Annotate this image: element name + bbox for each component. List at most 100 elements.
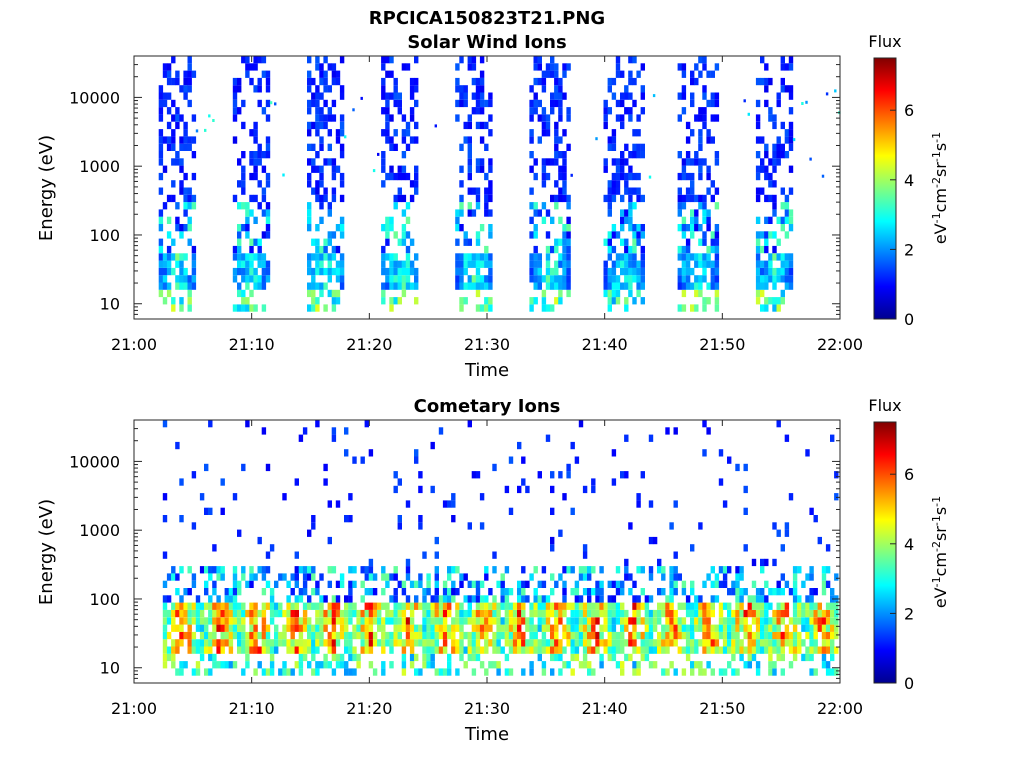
heatmap-cell [566,107,571,115]
heatmap-cell [685,275,691,283]
heatmap-cell [574,639,580,647]
heatmap-cell [389,172,394,181]
heatmap-cell [158,99,164,108]
heatmap-cell [459,209,464,217]
heatmap-cell [727,661,732,669]
heatmap-cell [731,624,736,632]
heatmap-cell [179,114,184,122]
heatmap-cell [488,180,493,188]
heatmap-cell [158,267,164,276]
heatmap-cell [348,653,353,662]
heatmap-cell [698,129,703,137]
heatmap-cell [294,580,299,588]
heatmap-cell [496,646,501,654]
heatmap-cell [504,639,510,647]
heatmap-cell [335,661,341,669]
heatmap-cell [162,515,168,523]
heatmap-cell [187,297,192,305]
heatmap-cell [315,129,320,137]
heatmap-cell [179,180,184,188]
heatmap-cell [241,297,246,305]
heatmap-cell [261,588,267,596]
heatmap-cell [821,588,827,596]
heatmap-cell [677,573,682,581]
heatmap-cell [162,646,168,654]
heatmap-cell [261,668,267,676]
heatmap-cell [232,107,238,115]
heatmap-cell [751,631,757,640]
heatmap-cell [677,275,682,283]
heatmap-cell [694,158,699,166]
heatmap-cell [488,661,493,669]
heatmap-cell [409,194,415,203]
heatmap-cell [401,114,407,122]
heatmap-cell [628,260,633,268]
heatmap-cell [191,275,197,283]
heatmap-cell [298,617,304,625]
heatmap-cell [809,566,814,574]
heatmap-cell [813,639,818,647]
heatmap-cell [348,566,353,574]
heatmap-cell [694,282,699,290]
heatmap-cell [393,231,398,239]
heatmap-cell [722,500,728,508]
heatmap-cell [257,85,262,93]
heatmap-cell [830,668,835,676]
heatmap-cell [319,267,324,276]
heatmap-cell [582,639,588,647]
heatmap-cell [401,639,407,647]
heatmap-cell [747,639,752,647]
heatmap-cell [673,624,678,632]
heatmap-cell [241,617,246,625]
heatmap-cell [294,617,299,625]
heatmap-cell [409,77,415,86]
heatmap-cell [747,646,752,654]
heatmap-cell [541,595,547,603]
colorbar-tick-label: 0 [904,674,914,693]
heatmap-cell [199,653,205,662]
heatmap-cell [228,602,234,610]
heatmap-cell [381,92,386,100]
heatmap-cell [706,172,711,181]
heatmap-cell [570,566,575,574]
heatmap-cell [578,420,584,428]
heatmap-cell [760,136,765,144]
heatmap-cell [611,602,617,610]
heatmap-cell [702,609,707,618]
heatmap-cell [479,602,485,610]
heatmap-cell [232,624,238,632]
heatmap-cell [685,631,691,640]
heatmap-cell [323,617,328,625]
heatmap-cell [261,639,267,647]
heatmap-cell [434,580,439,588]
heatmap-cell [405,602,411,610]
heatmap-cell [302,580,308,588]
heatmap-cell [681,282,687,290]
heatmap-cell [801,102,804,105]
heatmap-cell [636,602,641,610]
heatmap-cell [607,602,612,610]
heatmap-cell [611,92,617,100]
heatmap-cell [352,609,357,618]
heatmap-cell [315,180,320,188]
heatmap-cell [393,85,398,93]
heatmap-cell [463,231,468,239]
heatmap-cell [698,202,703,210]
heatmap-cell [830,434,835,442]
heatmap-cell [409,609,415,618]
heatmap-cell [788,63,794,71]
heatmap-cell [418,631,423,640]
heatmap-cell [405,595,411,603]
heatmap-cell [603,602,608,610]
heatmap-cell [393,588,398,596]
heatmap-cell [331,566,337,574]
heatmap-cell [191,668,197,676]
heatmap-cell [294,646,299,654]
heatmap-cell [611,187,617,195]
heatmap-cell [694,595,699,603]
heatmap-cell [550,536,555,545]
heatmap-cell [212,661,217,669]
heatmap-cell [166,107,172,115]
heatmap-cell [533,158,538,166]
heatmap-cell [545,595,551,603]
